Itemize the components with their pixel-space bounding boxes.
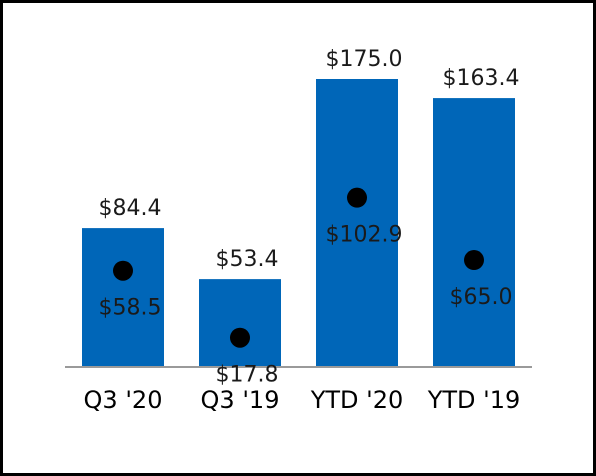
bar: [82, 228, 164, 367]
bar-value-label: $163.4: [443, 66, 520, 91]
x-tick-label: YTD '20: [310, 386, 404, 414]
bar-value-label: $84.4: [99, 196, 162, 221]
dots-group: [113, 187, 484, 348]
dot-value-label: $58.5: [99, 296, 162, 321]
bar-value-label: $53.4: [216, 247, 279, 272]
dot-value-label: $102.9: [326, 223, 403, 248]
x-tick-label: Q3 '19: [201, 386, 280, 414]
bar: [199, 279, 281, 367]
x-tick-label: YTD '19: [427, 386, 521, 414]
dot-point: [230, 327, 250, 348]
dot-value-label: $65.0: [450, 285, 513, 310]
dot-point: [464, 250, 484, 271]
bar-value-label: $175.0: [326, 47, 403, 72]
dot-point: [113, 260, 133, 281]
dot-point: [347, 187, 367, 208]
dot-value-label: $17.8: [216, 363, 279, 388]
bar: [316, 79, 398, 367]
x-tick-label: Q3 '20: [84, 386, 163, 414]
bars-group: [82, 79, 515, 368]
labels-group: $84.4 $58.5 Q3 '20 $53.4 $17.8Q3 '19 $175.0 $1…: [84, 47, 521, 414]
bar: [433, 98, 515, 368]
